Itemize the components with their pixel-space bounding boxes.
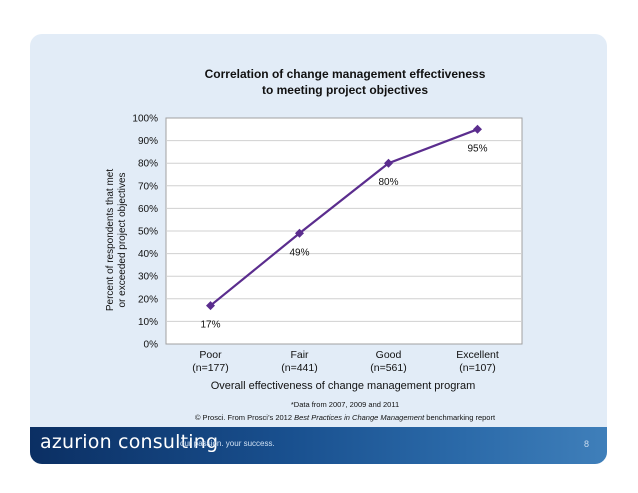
y-tick-label: 50%: [138, 227, 158, 238]
data-label: 95%: [467, 143, 487, 154]
source-suffix: benchmarking report: [424, 413, 496, 422]
source-note: © Prosci. From Prosci’s 2012 Best Practi…: [195, 413, 496, 422]
y-tick-label: 10%: [138, 317, 158, 328]
x-tick-label: Poor: [199, 349, 222, 361]
chart-title-line2: to meeting project objectives: [262, 83, 428, 97]
chart-title-line1: Correlation of change management effecti…: [205, 67, 486, 81]
data-point: [206, 301, 215, 311]
x-axis-label: Overall effectiveness of change manageme…: [211, 380, 476, 392]
y-axis-ticks: 0% 10% 20% 30% 40% 50% 60% 70% 80% 90% 100%: [132, 114, 158, 351]
source-prefix: © Prosci. From Prosci’s 2012: [195, 413, 294, 422]
y-tick-label: 70%: [138, 181, 158, 192]
gridlines: [166, 140, 522, 322]
y-tick-label: 40%: [138, 249, 158, 260]
x-tick-label: Excellent: [456, 349, 499, 361]
page-number: 8: [583, 439, 589, 449]
x-tick-count: (n=441): [281, 362, 317, 374]
data-labels: 17% 49% 80% 95%: [200, 143, 487, 330]
x-tick-count: (n=177): [192, 362, 228, 374]
data-note: *Data from 2007, 2009 and 2011: [291, 400, 399, 409]
y-tick-label: 0%: [144, 340, 159, 351]
y-tick-label: 90%: [138, 136, 158, 147]
x-tick-label: Fair: [290, 349, 309, 361]
x-tick-count: (n=561): [370, 362, 406, 374]
series-line-group: [206, 124, 482, 311]
y-tick-label: 30%: [138, 272, 158, 283]
y-tick-label: 100%: [132, 114, 158, 125]
x-axis-ticks: Poor(n=177) Fair(n=441) Good(n=561) Excelle…: [192, 349, 499, 374]
y-tick-label: 60%: [138, 204, 158, 215]
data-label: 80%: [378, 177, 398, 188]
data-point: [295, 228, 304, 238]
y-axis-label-line1: Percent of respondents that met: [105, 169, 116, 312]
slide-frame: azurion consulting our passion. your suc…: [30, 34, 607, 464]
y-axis-label-line2: or exceeded project objectives: [117, 172, 128, 307]
x-tick-label: Good: [376, 349, 402, 361]
series-line: [209, 128, 478, 307]
source-title: Best Practices in Change Management: [294, 413, 425, 422]
brand-tagline: our passion. your success.: [180, 439, 275, 448]
x-tick-count: (n=107): [459, 362, 495, 374]
data-point: [384, 158, 393, 168]
brand-logo: azurion consulting: [40, 431, 219, 453]
y-tick-label: 80%: [138, 159, 158, 170]
footer-bar: azurion consulting our passion. your suc…: [30, 427, 607, 464]
y-tick-label: 20%: [138, 294, 158, 305]
data-point: [473, 124, 482, 134]
data-label: 17%: [200, 320, 220, 331]
data-label: 49%: [289, 247, 309, 258]
